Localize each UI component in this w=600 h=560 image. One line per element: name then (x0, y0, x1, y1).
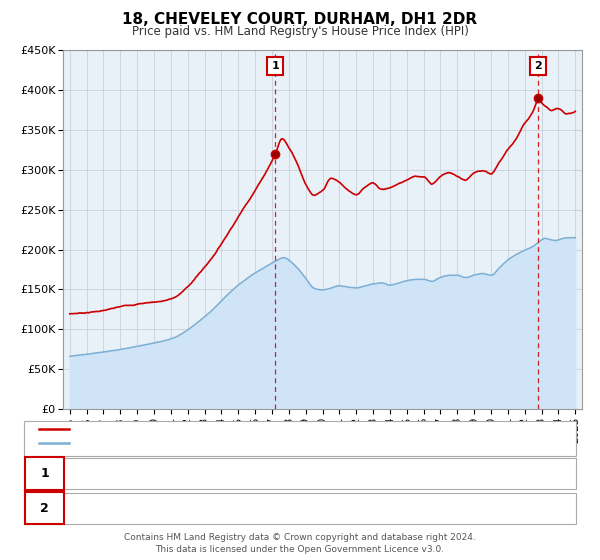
Text: £390,000: £390,000 (222, 502, 278, 515)
Text: 19-OCT-2022: 19-OCT-2022 (69, 502, 146, 515)
Text: 80% ↑ HPI: 80% ↑ HPI (360, 502, 422, 515)
Text: 1: 1 (40, 467, 49, 480)
Text: 18, CHEVELEY COURT, DURHAM, DH1 2DR (detached house): 18, CHEVELEY COURT, DURHAM, DH1 2DR (det… (75, 424, 389, 433)
Text: 18, CHEVELEY COURT, DURHAM, DH1 2DR: 18, CHEVELEY COURT, DURHAM, DH1 2DR (122, 12, 478, 27)
Text: 09-MAR-2007: 09-MAR-2007 (69, 467, 148, 480)
Text: HPI: Average price, detached house, County Durham: HPI: Average price, detached house, Coun… (75, 438, 350, 448)
Text: Price paid vs. HM Land Registry's House Price Index (HPI): Price paid vs. HM Land Registry's House … (131, 25, 469, 38)
Text: 2: 2 (535, 62, 542, 71)
Text: 2: 2 (40, 502, 49, 515)
Text: This data is licensed under the Open Government Licence v3.0.: This data is licensed under the Open Gov… (155, 545, 445, 554)
Text: 76% ↑ HPI: 76% ↑ HPI (360, 467, 422, 480)
Text: 1: 1 (271, 62, 279, 71)
Text: Contains HM Land Registry data © Crown copyright and database right 2024.: Contains HM Land Registry data © Crown c… (124, 533, 476, 542)
Text: £320,000: £320,000 (222, 467, 278, 480)
